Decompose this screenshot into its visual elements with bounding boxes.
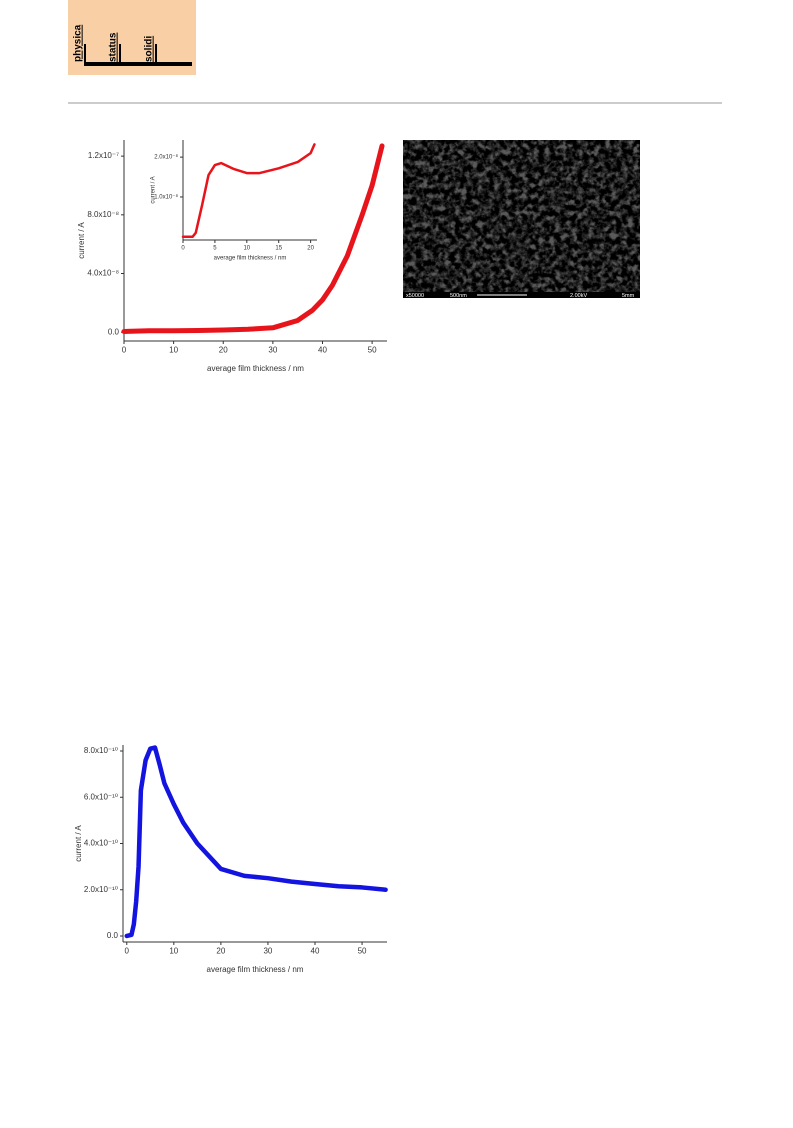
sem-info: 500nm — [450, 293, 467, 299]
y-tick-label: 8.0x10⁻⁸ — [87, 210, 119, 219]
x-tick-label: 5 — [213, 245, 217, 251]
logo-tick — [155, 44, 157, 66]
y-axis-label: current / A — [151, 176, 157, 203]
x-tick-label: 10 — [169, 346, 178, 355]
x-tick-label: 20 — [219, 346, 228, 355]
y-tick-label: 4.0x10⁻¹⁰ — [84, 839, 118, 848]
x-tick-label: 10 — [169, 947, 178, 956]
sem-info: x50000 — [406, 293, 424, 299]
y-axis-label: current / A — [74, 825, 83, 862]
logo-word: status — [108, 32, 119, 62]
x-axis-label: average film thickness / nm — [207, 965, 304, 974]
y-tick-label: 0.0 — [107, 931, 119, 940]
x-tick-label: 50 — [368, 346, 377, 355]
y-tick-label: 8.0x10⁻¹⁰ — [84, 746, 118, 755]
x-tick-label: 15 — [275, 245, 282, 251]
x-tick-label: 40 — [318, 346, 327, 355]
x-tick-label: 20 — [307, 245, 314, 251]
logo-tick — [119, 44, 121, 66]
x-tick-label: 30 — [263, 947, 272, 956]
y-tick-label: 6.0x10⁻¹⁰ — [84, 792, 118, 801]
data-line — [181, 143, 316, 239]
x-tick-label: 50 — [358, 947, 367, 956]
x-tick-label: 30 — [268, 346, 277, 355]
x-tick-label: 0 — [122, 346, 127, 355]
logo-word: physica — [73, 24, 84, 62]
logo-word: solidi — [144, 36, 155, 62]
y-tick-label: 0.0 — [108, 327, 120, 336]
data-line — [121, 143, 385, 334]
x-tick-label: 40 — [311, 947, 320, 956]
data-line — [124, 745, 388, 939]
logo-bar — [86, 62, 192, 66]
logo-tick — [84, 44, 86, 66]
sem-texture — [403, 140, 640, 292]
x-axis-label: average film thickness / nm — [207, 364, 304, 373]
x-axis-label: average film thickness / nm — [214, 256, 287, 262]
x-tick-label: 20 — [216, 947, 225, 956]
y-tick-label: 4.0x10⁻⁸ — [87, 269, 119, 278]
y-tick-label: 2.0x10⁻⁸ — [154, 154, 178, 161]
x-tick-label: 0 — [125, 947, 130, 956]
y-tick-label: 1.0x10⁻⁸ — [154, 194, 178, 201]
sem-info: 2.00kV — [570, 293, 587, 299]
x-tick-label: 0 — [181, 245, 185, 251]
y-tick-label: 2.0x10⁻¹⁰ — [84, 885, 118, 894]
y-axis-label: current / A — [77, 222, 86, 259]
y-tick-label: 1.2x10⁻⁷ — [88, 151, 119, 160]
sem-info: 5mm — [622, 293, 635, 299]
x-tick-label: 10 — [243, 245, 250, 251]
